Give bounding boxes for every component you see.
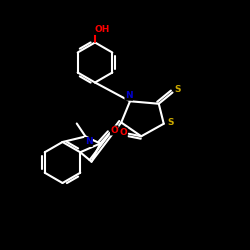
Text: S: S <box>175 86 181 94</box>
Text: N: N <box>85 138 92 146</box>
Text: O: O <box>120 128 127 137</box>
Text: S: S <box>168 118 174 127</box>
Text: OH: OH <box>94 26 110 35</box>
Text: N: N <box>125 91 132 100</box>
Text: O: O <box>110 126 118 135</box>
